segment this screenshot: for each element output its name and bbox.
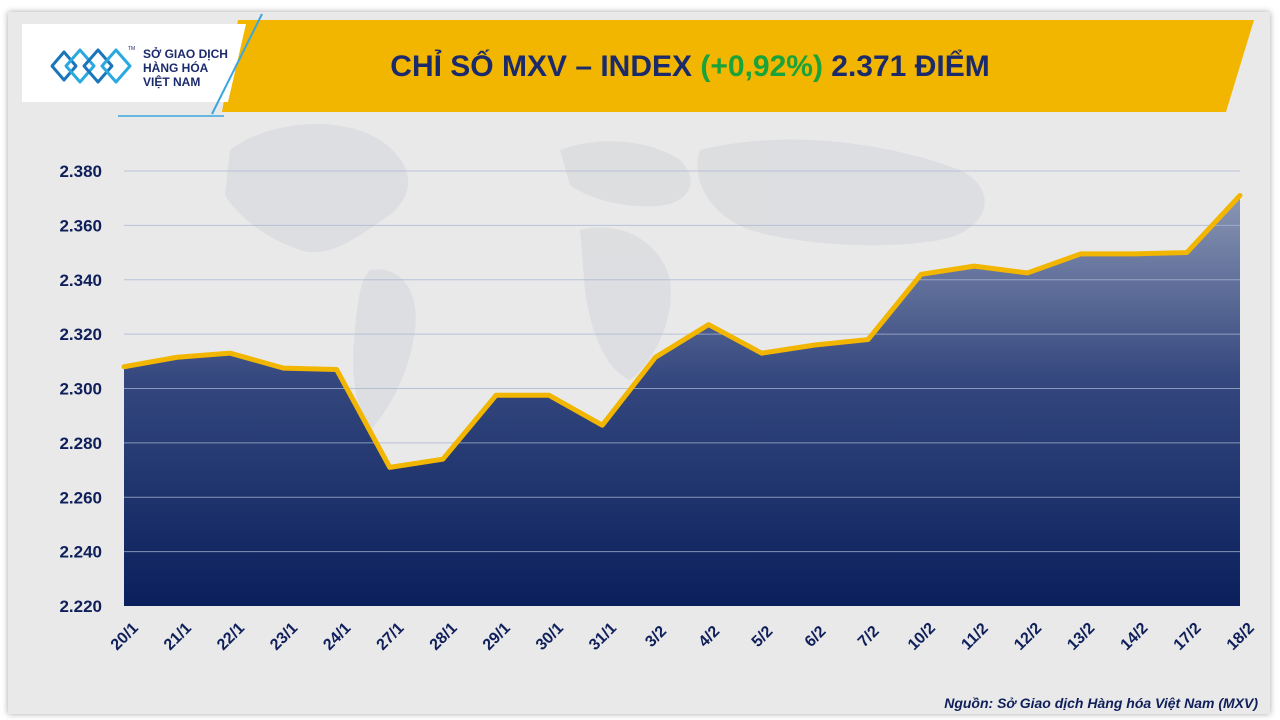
data-point [653, 355, 657, 359]
data-point [600, 423, 604, 427]
mxv-logo-icon [50, 48, 132, 84]
x-tick-label: 17/2 [1171, 620, 1205, 654]
x-tick-label: 4/2 [696, 623, 724, 651]
y-tick-label: 2.380 [59, 162, 102, 181]
logo-line-1: SỞ GIAO DỊCH [143, 46, 228, 61]
x-tick-label: 11/2 [958, 620, 991, 653]
x-tick-label: 24/1 [320, 620, 354, 654]
data-point [122, 365, 126, 369]
logo-line-2: HÀNG HÓA [143, 60, 209, 75]
data-point [1185, 251, 1189, 255]
x-tick-label: 23/1 [267, 620, 301, 654]
data-point [707, 323, 711, 327]
y-tick-label: 2.280 [59, 434, 102, 453]
x-tick-label: 29/1 [480, 620, 514, 654]
data-point [919, 272, 923, 276]
data-point [441, 457, 445, 461]
x-tick-label: 28/1 [427, 620, 461, 654]
data-point [335, 367, 339, 371]
x-tick-label: 20/1 [108, 620, 142, 654]
data-point [281, 366, 285, 370]
data-point [1132, 252, 1136, 256]
data-point [813, 343, 817, 347]
data-point [388, 465, 392, 469]
x-tick-label: 6/2 [802, 623, 830, 651]
y-tick-label: 2.260 [59, 488, 102, 507]
x-tick-label: 22/1 [214, 620, 248, 654]
x-tick-label: 31/1 [586, 620, 620, 654]
x-tick-label: 10/2 [905, 620, 939, 654]
y-tick-label: 2.320 [59, 325, 102, 344]
y-tick-label: 2.300 [59, 380, 102, 399]
plot-area: 2.220 2.240 2.260 2.280 2.300 2.320 2.340 2.360… [59, 162, 1257, 654]
x-tick-label: 7/2 [855, 623, 883, 651]
data-point [175, 355, 179, 359]
x-tick-label: 21/1 [161, 620, 195, 654]
y-tick-label: 2.340 [59, 271, 102, 290]
x-tick-label: 14/2 [1118, 620, 1152, 654]
data-point [972, 264, 976, 268]
logo-accent-line [211, 13, 263, 115]
x-tick-label: 3/2 [642, 623, 670, 651]
logo-panel [22, 24, 246, 102]
x-tick-label: 5/2 [749, 623, 777, 651]
logo-tm: TM [128, 46, 135, 52]
data-point [760, 351, 764, 355]
x-tick-label: 12/2 [1011, 620, 1045, 654]
data-point [866, 338, 870, 342]
y-tick-label: 2.240 [59, 543, 102, 562]
y-tick-label: 2.220 [59, 597, 102, 616]
x-tick-label: 18/2 [1224, 620, 1258, 654]
data-point [547, 393, 551, 397]
title-suffix: 2.371 ĐIỂM [823, 49, 990, 83]
data-point [228, 351, 232, 355]
source-note: Nguồn: Sở Giao dịch Hàng hóa Việt Nam (M… [944, 695, 1258, 711]
x-tick-label: 13/2 [1064, 620, 1098, 654]
title-prefix: CHỈ SỐ MXV – INDEX [390, 49, 700, 83]
y-tick-label: 2.360 [59, 216, 102, 235]
title-change: (+0,92%) [700, 50, 823, 83]
x-tick-label: 30/1 [533, 620, 567, 654]
series-area [124, 195, 1240, 606]
series-line [121, 192, 1243, 470]
x-tick-label: 27/1 [374, 620, 408, 654]
data-point [494, 393, 498, 397]
title-banner [222, 20, 1254, 112]
data-point [1079, 252, 1083, 256]
data-point [1025, 271, 1029, 275]
logo-line-3: VIỆT NAM [143, 74, 200, 89]
chart-title: CHỈ SỐ MXV – INDEX (+0,92%) 2.371 ĐIỂM [390, 49, 989, 83]
data-point [1238, 193, 1242, 197]
